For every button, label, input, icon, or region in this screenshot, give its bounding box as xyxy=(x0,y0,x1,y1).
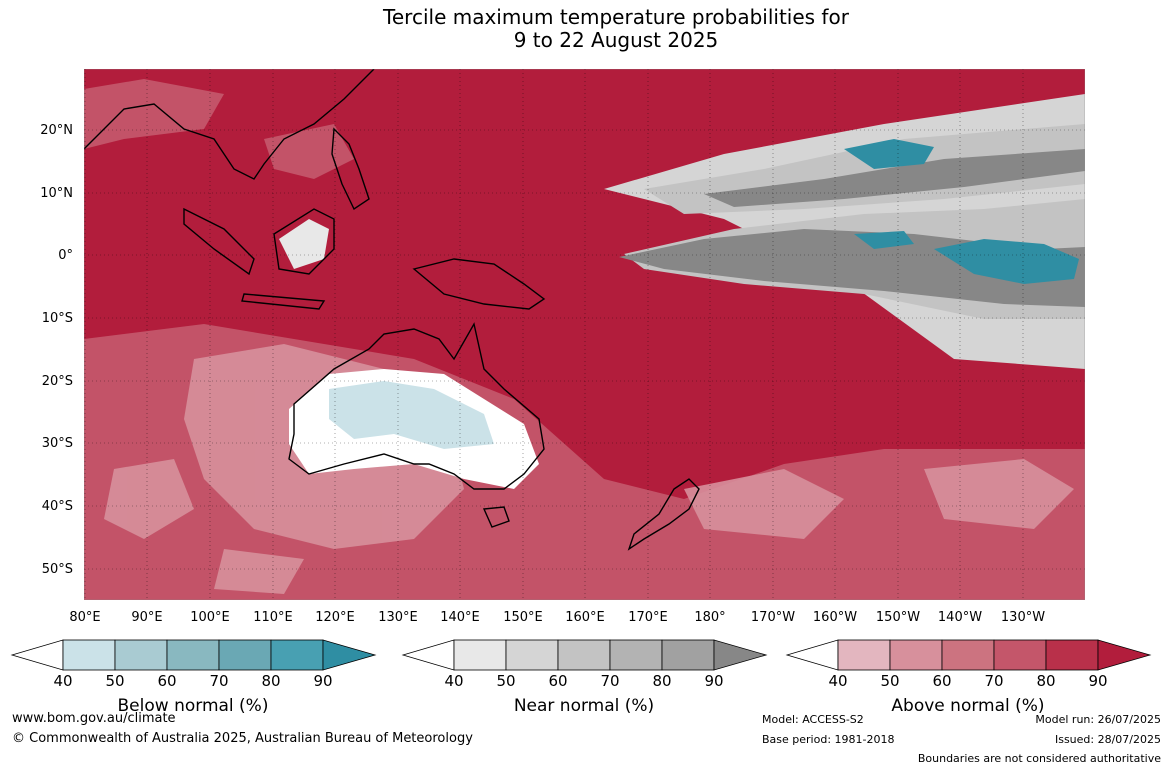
cbar-tick: 60 xyxy=(157,672,177,690)
cbar-tick: 50 xyxy=(105,672,125,690)
colorbar-segment xyxy=(505,639,559,671)
maritime-continent-neutral xyxy=(279,219,329,269)
new-guinea-coast xyxy=(412,258,546,310)
cbar-tick: 40 xyxy=(53,672,73,690)
footer-issued: Issued: 28/07/2025 xyxy=(1054,733,1161,746)
lat-label-10s: 10°S xyxy=(41,311,73,326)
colorbar-segment xyxy=(453,639,507,671)
gridlines xyxy=(84,69,1085,600)
footer-base-period: Base period: 1981-2018 xyxy=(762,733,895,746)
philippines-coast xyxy=(331,127,370,211)
colorbar-extend-high xyxy=(1097,639,1152,671)
coastlines xyxy=(84,69,700,551)
tasmania-coast xyxy=(482,506,510,528)
below-normal-pacific xyxy=(844,139,1079,284)
lat-label-20s: 20°S xyxy=(41,374,73,389)
below-normal-australia xyxy=(329,381,494,449)
lon-label-170e: 170°E xyxy=(628,610,668,625)
lon-label-150e: 150°E xyxy=(503,610,543,625)
lon-label-160e: 160°E xyxy=(565,610,605,625)
lon-label-170w: 170°W xyxy=(750,610,796,625)
cbar-tick: 90 xyxy=(704,672,724,690)
footer-model-run: Model run: 26/07/2025 xyxy=(1035,713,1161,726)
lat-label-10n: 10°N xyxy=(40,186,73,201)
lon-label-80e: 80°E xyxy=(69,610,101,625)
colorbar-below-normal xyxy=(10,639,377,671)
lat-label-50s: 50°S xyxy=(41,562,73,577)
lat-label-30s: 30°S xyxy=(41,436,73,451)
cbar-tick: 60 xyxy=(932,672,952,690)
lon-label-130e: 130°E xyxy=(378,610,418,625)
colorbar-segment xyxy=(1045,639,1099,671)
colorbar-extend-low xyxy=(10,639,64,671)
colorbar-segment xyxy=(661,639,715,671)
java-coast xyxy=(241,293,326,310)
colorbar-segment xyxy=(218,639,272,671)
colorbar-segment xyxy=(941,639,995,671)
new-zealand-coast xyxy=(627,478,700,551)
asia-coast xyxy=(84,69,375,180)
colorbar-extend-high xyxy=(713,639,768,671)
lon-label-140w: 140°W xyxy=(937,610,983,625)
cbar-tick: 60 xyxy=(548,672,568,690)
title-line-2: 9 to 22 August 2025 xyxy=(513,28,719,52)
lon-label-130w: 130°W xyxy=(1000,610,1046,625)
footer-copyright: © Commonwealth of Australia 2025, Austra… xyxy=(12,731,473,746)
colorbar-segment xyxy=(270,639,324,671)
footer-disclaimer: Boundaries are not considered authoritat… xyxy=(917,752,1161,765)
colorbar-label-near-normal: Near normal (%) xyxy=(513,696,655,716)
lon-label-100e: 100°E xyxy=(190,610,230,625)
lat-label-20n: 20°N xyxy=(40,123,73,138)
australia-coast xyxy=(288,322,545,490)
cbar-tick: 80 xyxy=(652,672,672,690)
colorbar-segment xyxy=(837,639,891,671)
cbar-tick: 90 xyxy=(1088,672,1108,690)
borneo-coast xyxy=(273,208,335,275)
colorbar-segment xyxy=(993,639,1047,671)
sumatra-coast xyxy=(183,207,255,276)
lon-label-120e: 120°E xyxy=(315,610,355,625)
colorbar-extend-low xyxy=(785,639,839,671)
colorbar-above-normal xyxy=(785,639,1152,671)
lon-label-110e: 110°E xyxy=(253,610,293,625)
footer-model: Model: ACCESS-S2 xyxy=(762,713,864,726)
cbar-tick: 70 xyxy=(600,672,620,690)
colorbar-near-normal xyxy=(401,639,768,671)
cbar-tick: 40 xyxy=(828,672,848,690)
colorbar-extend-high xyxy=(322,639,377,671)
above-normal-low-areas xyxy=(104,344,1074,594)
lat-label-40s: 40°S xyxy=(41,499,73,514)
probability-map xyxy=(84,69,1085,600)
cbar-tick: 90 xyxy=(313,672,333,690)
cbar-tick: 80 xyxy=(1036,672,1056,690)
colorbar-segment xyxy=(166,639,220,671)
cbar-tick: 70 xyxy=(984,672,1004,690)
colorbar-segment xyxy=(557,639,611,671)
cbar-tick: 70 xyxy=(209,672,229,690)
lon-label-90e: 90°E xyxy=(131,610,163,625)
lon-label-140e: 140°E xyxy=(440,610,480,625)
colorbar-segment xyxy=(62,639,116,671)
lat-label-0: 0° xyxy=(58,248,73,263)
map-title: Tercile maximum temperature probabilitie… xyxy=(0,6,1173,52)
cbar-tick: 40 xyxy=(444,672,464,690)
cbar-tick: 50 xyxy=(496,672,516,690)
colorbar-extend-low xyxy=(401,639,455,671)
colorbar-segment xyxy=(114,639,168,671)
title-line-1: Tercile maximum temperature probabilitie… xyxy=(383,5,849,29)
cbar-tick: 80 xyxy=(261,672,281,690)
colorbar-label-above-normal: Above normal (%) xyxy=(891,696,1045,716)
footer-website: www.bom.gov.au/climate xyxy=(12,711,176,726)
cbar-tick: 50 xyxy=(880,672,900,690)
colorbar-segment xyxy=(889,639,943,671)
lon-label-180: 180° xyxy=(694,610,726,625)
colorbar-segment xyxy=(609,639,663,671)
lon-label-160w: 160°W xyxy=(812,610,858,625)
colorbar-label-below-normal: Below normal (%) xyxy=(117,696,269,716)
lon-label-150w: 150°W xyxy=(875,610,921,625)
